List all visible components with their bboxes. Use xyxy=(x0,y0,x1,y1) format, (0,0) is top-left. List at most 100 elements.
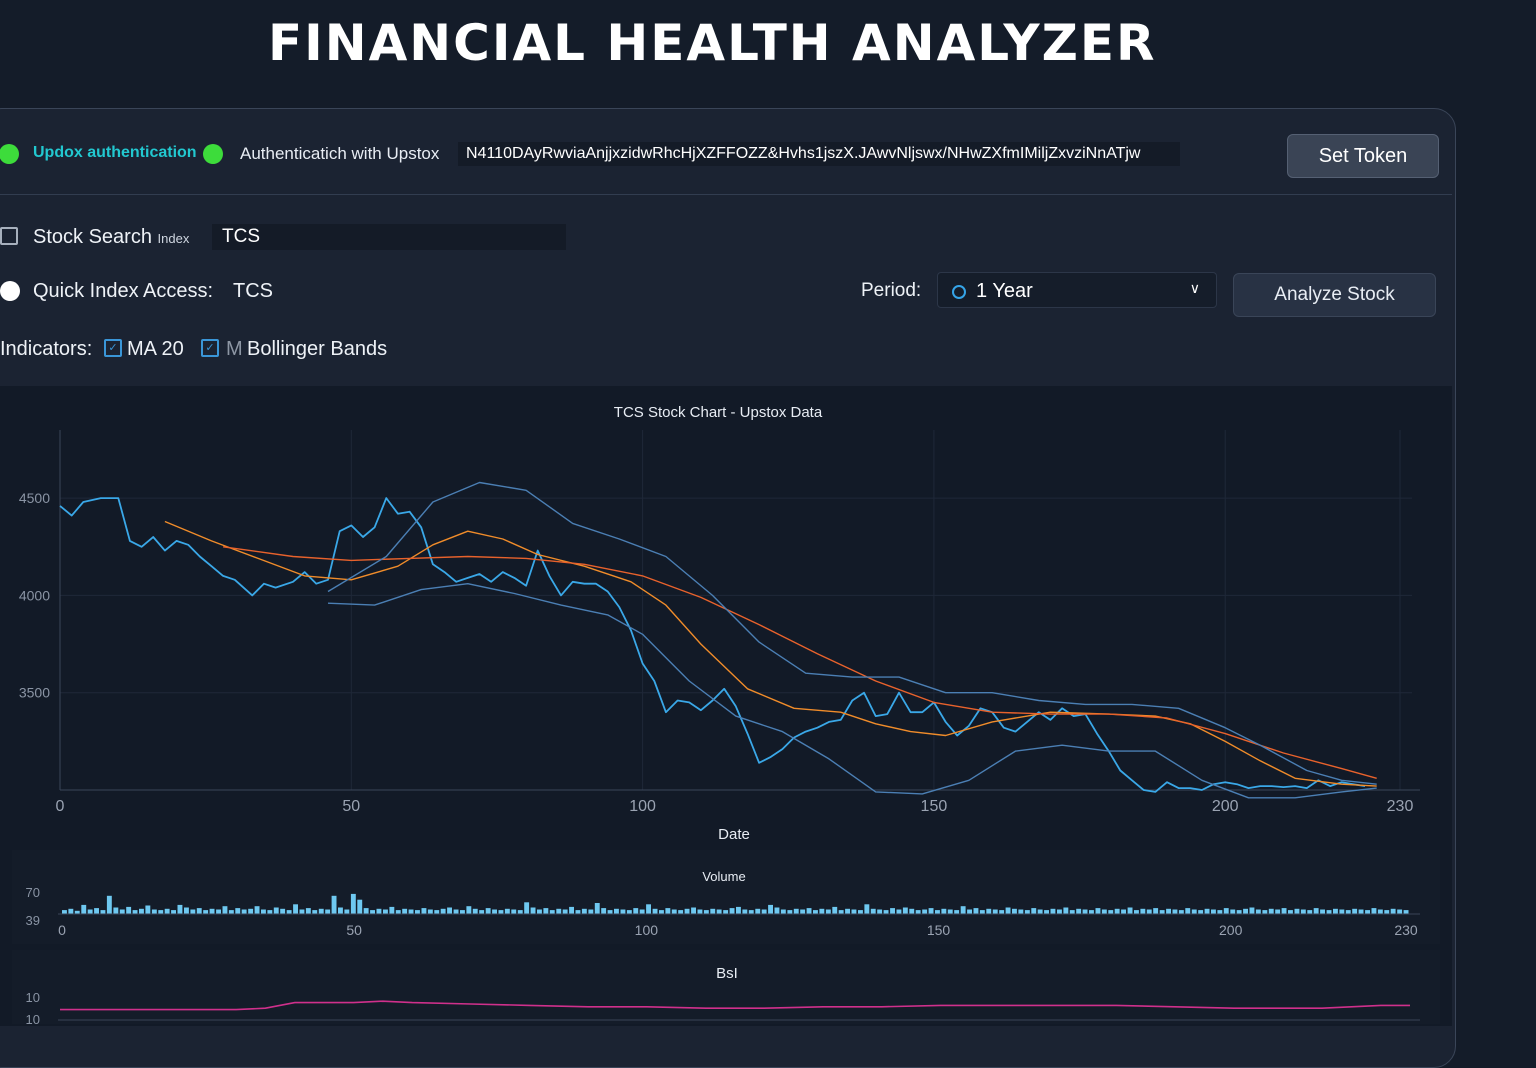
ma20-label: MA 20 xyxy=(127,338,184,360)
chevron-down-icon: ∨ xyxy=(1189,280,1200,296)
price-x-tick-label: 230 xyxy=(1387,798,1414,815)
volume-bar xyxy=(383,909,388,914)
volume-bar xyxy=(800,909,806,914)
volume-bar xyxy=(1198,910,1204,914)
volume-bar xyxy=(633,908,639,914)
token-input[interactable] xyxy=(458,142,1180,166)
volume-bar xyxy=(1243,908,1248,914)
volume-bar xyxy=(74,910,80,915)
price-chart: TCS Stock Chart - Upstox Data 4500 4000 35… xyxy=(19,404,1420,843)
volume-bar xyxy=(338,907,343,914)
indicators-label: Indicators: xyxy=(0,338,93,360)
volume-chart-title: Volume xyxy=(702,869,745,884)
volume-bar xyxy=(485,908,491,914)
volume-bar xyxy=(530,907,536,914)
volume-bar xyxy=(331,895,337,914)
volume-bar xyxy=(1012,908,1017,914)
volume-bar xyxy=(1390,908,1396,914)
volume-bar xyxy=(139,908,144,914)
volume-bar xyxy=(1185,908,1191,914)
volume-bar xyxy=(1249,907,1255,914)
analyze-stock-button[interactable]: Analyze Stock xyxy=(1233,273,1436,317)
stock-search-checkbox[interactable] xyxy=(0,227,18,245)
price-series-line-3 xyxy=(327,481,1377,785)
volume-bar xyxy=(851,909,857,914)
volume-bar xyxy=(960,906,966,914)
volume-bar xyxy=(626,910,632,914)
volume-bar xyxy=(1384,910,1390,914)
bollinger-checkbox[interactable]: ✓ xyxy=(201,339,219,357)
volume-bar xyxy=(421,908,427,914)
volume-bar xyxy=(293,904,298,915)
volume-bar xyxy=(928,908,934,914)
set-token-button[interactable]: Set Token xyxy=(1287,134,1439,178)
volume-bar xyxy=(1345,910,1351,914)
volume-bar xyxy=(158,910,164,914)
volume-bar xyxy=(967,909,972,914)
volume-bar xyxy=(113,907,119,914)
stock-search-label: Stock Search Index xyxy=(33,226,190,248)
volume-bar xyxy=(1326,910,1332,914)
volume-bar xyxy=(742,909,748,914)
volume-bar xyxy=(716,909,722,914)
quick-index-radio[interactable] xyxy=(0,281,20,301)
volume-bar xyxy=(768,904,773,914)
volume-bar xyxy=(864,904,870,915)
volume-bar xyxy=(1230,909,1236,914)
volume-bar xyxy=(915,910,921,914)
bollinger-prefix: M xyxy=(226,338,243,360)
price-series-line-2 xyxy=(223,546,1377,779)
volume-bar xyxy=(164,908,170,914)
price-series xyxy=(59,481,1377,799)
volume-bar xyxy=(646,904,651,915)
bollinger-label: Bollinger Bands xyxy=(247,338,388,360)
volume-bar xyxy=(1204,908,1210,914)
period-select[interactable]: 1 Year ∨ xyxy=(937,272,1217,308)
volume-bar xyxy=(678,910,684,914)
volume-bar xyxy=(511,909,517,914)
volume-bar xyxy=(395,910,401,914)
volume-bar xyxy=(177,904,183,914)
volume-bar xyxy=(755,908,761,914)
price-x-tick-label: 0 xyxy=(56,798,65,815)
volume-x-tick-label: 150 xyxy=(927,922,951,938)
volume-bar xyxy=(736,906,741,915)
volume-y-ticks: 70 39 xyxy=(26,885,40,928)
volume-bar xyxy=(492,909,497,914)
volume-bar xyxy=(241,909,247,914)
volume-bar xyxy=(440,908,446,914)
auth-connected-icon xyxy=(203,144,223,164)
volume-bar xyxy=(363,908,369,914)
quick-index-value[interactable]: TCS xyxy=(233,280,273,302)
volume-bar xyxy=(1313,908,1319,914)
volume-bar xyxy=(1134,910,1139,914)
volume-bar xyxy=(254,906,260,914)
bsi-y-tick-label: 10 xyxy=(26,990,40,1005)
volume-bar xyxy=(659,910,664,914)
volume-panel xyxy=(12,850,1440,944)
price-x-tick-label: 100 xyxy=(629,798,656,815)
volume-bar xyxy=(1146,909,1152,914)
charts-svg: TCS Stock Chart - Upstox Data 4500 4000 35… xyxy=(12,404,1440,1024)
stock-search-input[interactable] xyxy=(212,224,566,250)
volume-bar xyxy=(466,906,472,914)
volume-bar xyxy=(1275,909,1281,914)
volume-bar xyxy=(1057,909,1062,914)
volume-bar xyxy=(1069,910,1075,914)
volume-bar xyxy=(209,908,215,914)
volume-bar xyxy=(415,910,420,914)
volume-bar xyxy=(684,908,690,914)
volume-bar xyxy=(979,910,985,914)
volume-bar xyxy=(318,908,324,914)
volume-bar xyxy=(1159,910,1165,914)
volume-bar xyxy=(703,910,709,914)
volume-bar xyxy=(1352,908,1358,914)
volume-bar xyxy=(434,910,440,914)
volume-bar xyxy=(1294,908,1300,914)
volume-bar xyxy=(581,908,587,914)
volume-bar xyxy=(877,909,883,914)
ma20-checkbox[interactable]: ✓ xyxy=(104,339,122,357)
volume-bar xyxy=(119,909,125,914)
volume-bar xyxy=(710,908,716,914)
volume-bar xyxy=(498,910,504,914)
